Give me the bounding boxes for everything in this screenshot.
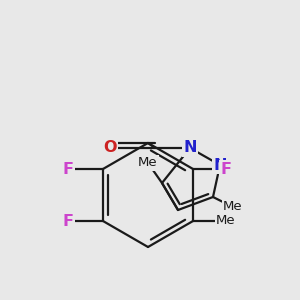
Text: O: O (103, 140, 117, 155)
Text: F: F (62, 161, 74, 176)
Text: N: N (183, 140, 197, 155)
Text: Me: Me (223, 200, 243, 214)
Text: F: F (62, 214, 74, 229)
Text: N: N (213, 158, 227, 172)
Text: F: F (220, 161, 232, 176)
Text: Me: Me (216, 214, 236, 227)
Text: Me: Me (138, 157, 158, 169)
